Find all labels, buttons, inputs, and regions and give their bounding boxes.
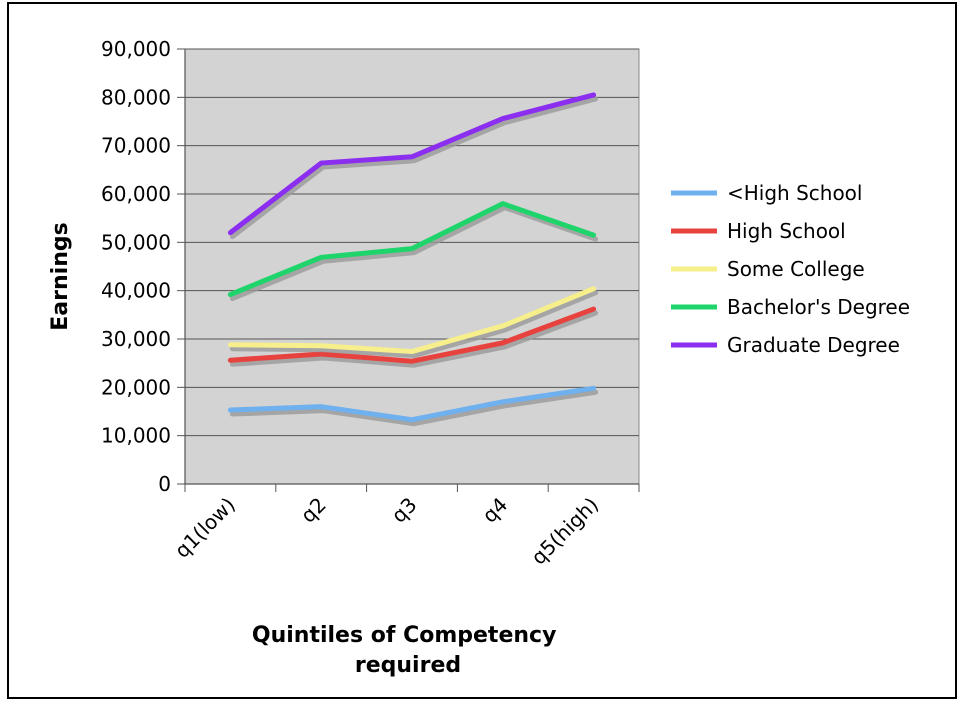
y-tick-label: 90,000 — [101, 37, 171, 61]
series-line — [227, 286, 597, 355]
x-tick-label: q1(low) — [170, 493, 240, 563]
y-tick-label: 50,000 — [101, 230, 171, 254]
y-axis-title: Earnings — [48, 222, 73, 330]
series-shadow — [229, 205, 599, 302]
x-tick-label: q2 — [296, 493, 331, 528]
series-shadow — [229, 389, 599, 427]
x-tick-label: q4 — [477, 493, 512, 528]
x-axis-title: Quintiles of Competency required — [252, 623, 564, 678]
legend-label: High School — [727, 219, 846, 243]
legend-label: Some College — [727, 257, 865, 281]
series-lines — [227, 92, 599, 427]
legend-label: Bachelor's Degree — [727, 295, 910, 319]
x-axis-title-line-2: required — [355, 653, 461, 678]
series-line — [227, 385, 597, 423]
x-tick-label: q3 — [387, 493, 422, 528]
y-tick-label: 60,000 — [101, 182, 171, 206]
x-tick-label: q5(high) — [526, 493, 603, 570]
chart-frame: 0 10,000 20,000 30,000 40,000 50,000 60,000 70,… — [7, 2, 957, 699]
y-tick-label: 0 — [158, 472, 171, 496]
legend-label: <High School — [727, 181, 862, 205]
y-tick-label: 80,000 — [101, 85, 171, 109]
y-tick-label: 30,000 — [101, 327, 171, 351]
y-tick-label: 20,000 — [101, 375, 171, 399]
earnings-line-chart: 0 10,000 20,000 30,000 40,000 50,000 60,000 70,… — [48, 37, 910, 678]
y-tick-label: 10,000 — [101, 424, 171, 448]
x-axis-title-line-1: Quintiles of Competency — [252, 623, 557, 648]
legend-label: Graduate Degree — [727, 333, 900, 357]
y-tick-label: 40,000 — [101, 279, 171, 303]
series-shadow — [229, 310, 599, 368]
series-shadow — [229, 290, 599, 359]
y-axis: 0 10,000 20,000 30,000 40,000 50,000 60,000 70,… — [101, 37, 186, 496]
series-line — [227, 201, 597, 298]
series-line — [227, 306, 597, 364]
x-axis: q1(low) q2 q3 q4 q5(high) — [170, 483, 640, 570]
legend: <High School High School Some College Bache… — [671, 181, 910, 357]
y-tick-label: 70,000 — [101, 134, 171, 158]
series-line — [227, 92, 597, 236]
series-shadow — [229, 96, 599, 240]
